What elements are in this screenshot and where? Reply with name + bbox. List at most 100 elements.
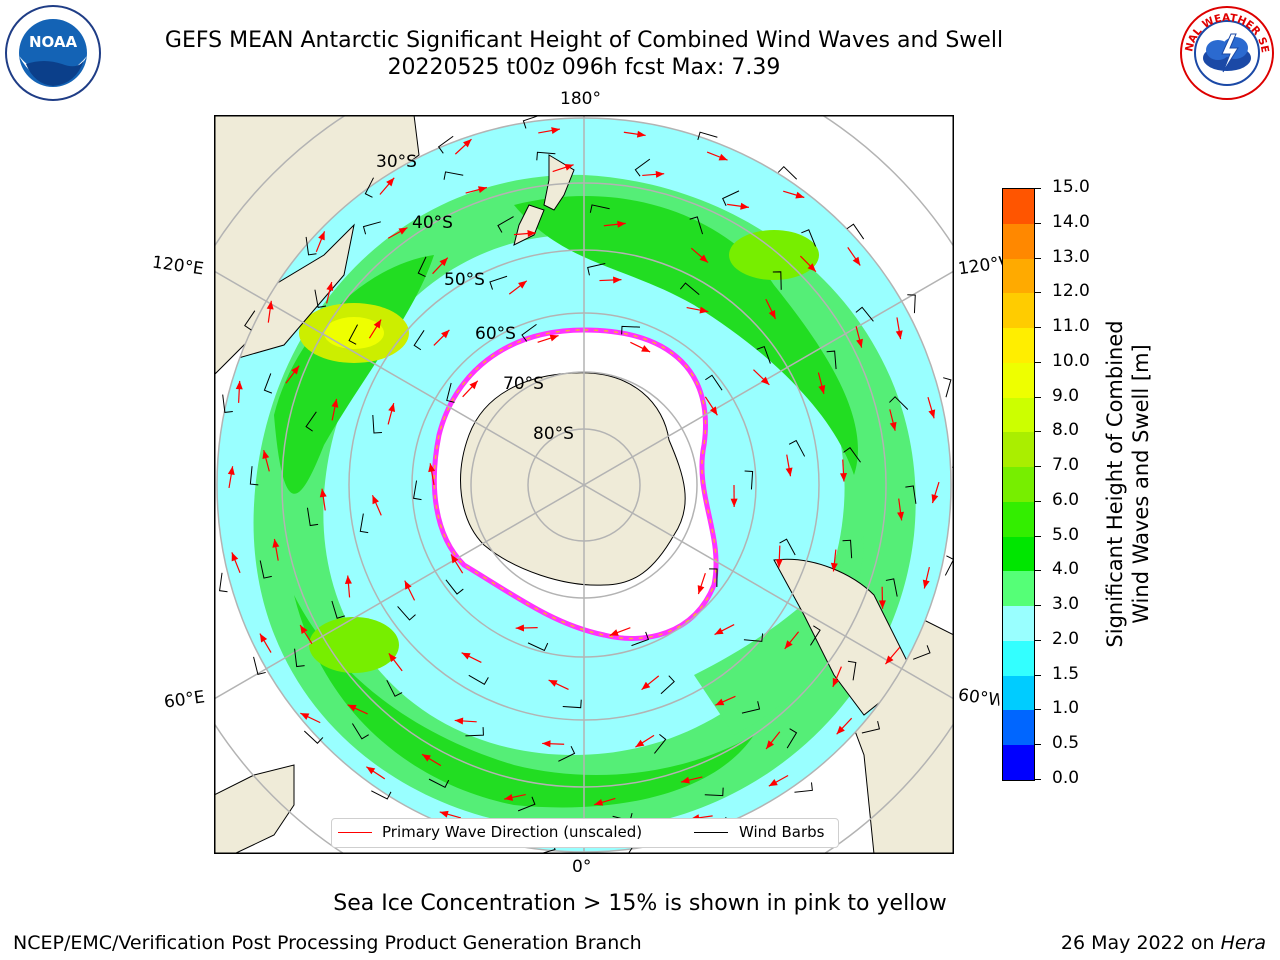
wind-barb — [654, 733, 667, 754]
wave-arrow-head — [836, 725, 845, 735]
wind-barb — [846, 223, 865, 240]
colorbar-tick-mark — [1034, 709, 1041, 711]
wind-barb — [744, 470, 754, 490]
wind-barb — [705, 374, 723, 391]
wind-barb — [855, 306, 874, 322]
wave-arrow-head — [504, 793, 514, 801]
wind-barb — [305, 411, 317, 432]
wave-arrow-head — [740, 202, 749, 210]
colorbar-band — [1003, 258, 1034, 294]
lat-label-60s: 60°S — [475, 324, 516, 344]
wave-arrow-head — [775, 559, 783, 568]
colorbar-tick-mark — [1034, 535, 1041, 537]
wave-arrow-head — [551, 127, 560, 134]
wave-arrow-head — [388, 403, 396, 413]
wave-arrow-head — [768, 779, 778, 787]
wave-arrow-head — [319, 488, 327, 498]
wave-arrow-head — [318, 231, 325, 241]
wave-arrow-head — [885, 655, 894, 665]
colorbar-tick-mark — [1034, 639, 1041, 641]
wave-arrow-head — [542, 740, 551, 748]
wave-arrow-head — [895, 330, 903, 340]
wind-barb — [359, 513, 369, 534]
legend-wave-label: Primary Wave Direction (unscaled) — [382, 823, 643, 841]
colorbar-tick-mark — [1034, 292, 1041, 294]
colorbar-band — [1003, 397, 1034, 433]
legend-wave-swatch — [338, 832, 372, 833]
colorbar-band — [1003, 710, 1034, 746]
nws-logo: NATIONAL WEATHER SERVICE — [1178, 4, 1274, 100]
wave-arrow-head — [697, 585, 705, 595]
colorbar-band — [1003, 293, 1034, 329]
wind-barb — [306, 507, 319, 527]
lat-label-40s: 40°S — [412, 213, 453, 233]
wind-barb — [362, 221, 381, 235]
wind-barb — [772, 271, 782, 290]
colorbar-label: Significant Height of Combined Wind Wave… — [1102, 320, 1154, 647]
wind-barb — [779, 538, 796, 556]
wind-barb — [689, 216, 704, 235]
wave-arrow-head — [326, 282, 334, 291]
lon-label-60w: 60°W — [956, 685, 1002, 711]
wave-arrow-head — [655, 170, 665, 178]
legend-barb-label: Wind Barbs — [739, 823, 825, 841]
wind-barb — [536, 151, 556, 161]
wind-barb — [331, 600, 345, 619]
wind-barb — [777, 165, 798, 180]
colorbar-tick-mark — [1034, 431, 1041, 433]
wave-arrow-head — [766, 740, 775, 749]
colorbar-tick-label: 2.0 — [1052, 628, 1080, 649]
footer-date: 26 May 2022 on — [1060, 932, 1221, 954]
colorbar-band — [1003, 223, 1034, 259]
wind-barb — [294, 648, 305, 668]
wind-barb — [413, 330, 425, 351]
wave-arrow-head — [931, 494, 939, 504]
wind-barb — [788, 439, 806, 457]
legend-barb-swatch — [694, 832, 728, 833]
wave-arrow-head — [878, 600, 886, 609]
wave-arrow-head — [235, 380, 243, 390]
footer-right: 26 May 2022 on Hera — [1061, 932, 1266, 954]
wind-barb — [631, 631, 650, 647]
wind-barb — [517, 796, 536, 812]
colorbar-tick-label: 0.0 — [1052, 768, 1080, 788]
wind-barb — [741, 701, 761, 714]
lon-label-60e: 60°E — [162, 687, 207, 713]
wave-arrow-head — [818, 384, 826, 394]
wave-arrow-head — [730, 498, 738, 507]
colorbar-tick-label: 15.0 — [1052, 177, 1090, 197]
sea-ice-note: Sea Ice Concentration > 15% is shown in … — [333, 891, 947, 916]
lat-label-50s: 50°S — [444, 270, 485, 290]
lat-label-80s: 80°S — [533, 424, 574, 444]
wave-arrow-head — [795, 191, 805, 199]
wind-barb — [842, 539, 853, 559]
wave-arrow-head — [709, 406, 718, 416]
wave-arrow-head — [549, 334, 559, 342]
wave-arrow-head — [441, 329, 450, 339]
colorbar-label-line1: Significant Height of Combined — [1103, 320, 1127, 648]
wave-arrow-head — [852, 256, 861, 266]
colorbar — [1002, 188, 1035, 781]
wind-barb — [826, 350, 837, 370]
wind-barb — [364, 177, 374, 198]
wave-direction-arrows — [227, 127, 940, 847]
footer-left: NCEP/EMC/Verification Post Processing Pr… — [13, 932, 642, 954]
wind-barb — [413, 480, 422, 501]
colorbar-tick-mark — [1034, 361, 1041, 363]
wave-arrow-head — [439, 257, 448, 267]
wave-arrow-head — [398, 227, 408, 235]
wave-arrow-head — [439, 810, 449, 818]
wave-arrow-head — [372, 495, 379, 505]
wave-arrow-head — [388, 653, 397, 663]
colorbar-tick-label: 6.0 — [1052, 489, 1080, 510]
colorbar-band — [1003, 571, 1034, 607]
wind-barb — [417, 256, 427, 278]
colorbar-band — [1003, 328, 1034, 363]
wind-barb — [446, 382, 455, 403]
colorbar-tick-label: 9.0 — [1052, 385, 1080, 406]
wave-arrow-head — [344, 575, 352, 585]
wind-barb — [303, 730, 324, 744]
wave-arrow-head — [366, 766, 376, 775]
colorbar-band — [1003, 501, 1034, 537]
wind-barbs — [219, 115, 954, 854]
